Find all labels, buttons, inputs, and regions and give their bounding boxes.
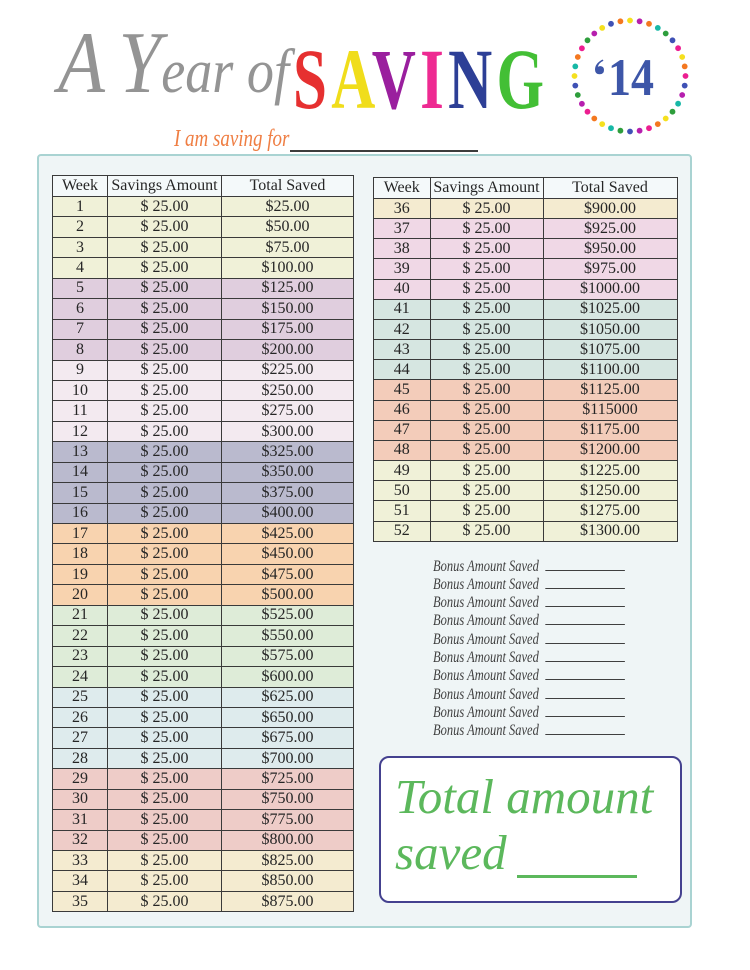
svg-text:14: 14 (608, 49, 654, 107)
